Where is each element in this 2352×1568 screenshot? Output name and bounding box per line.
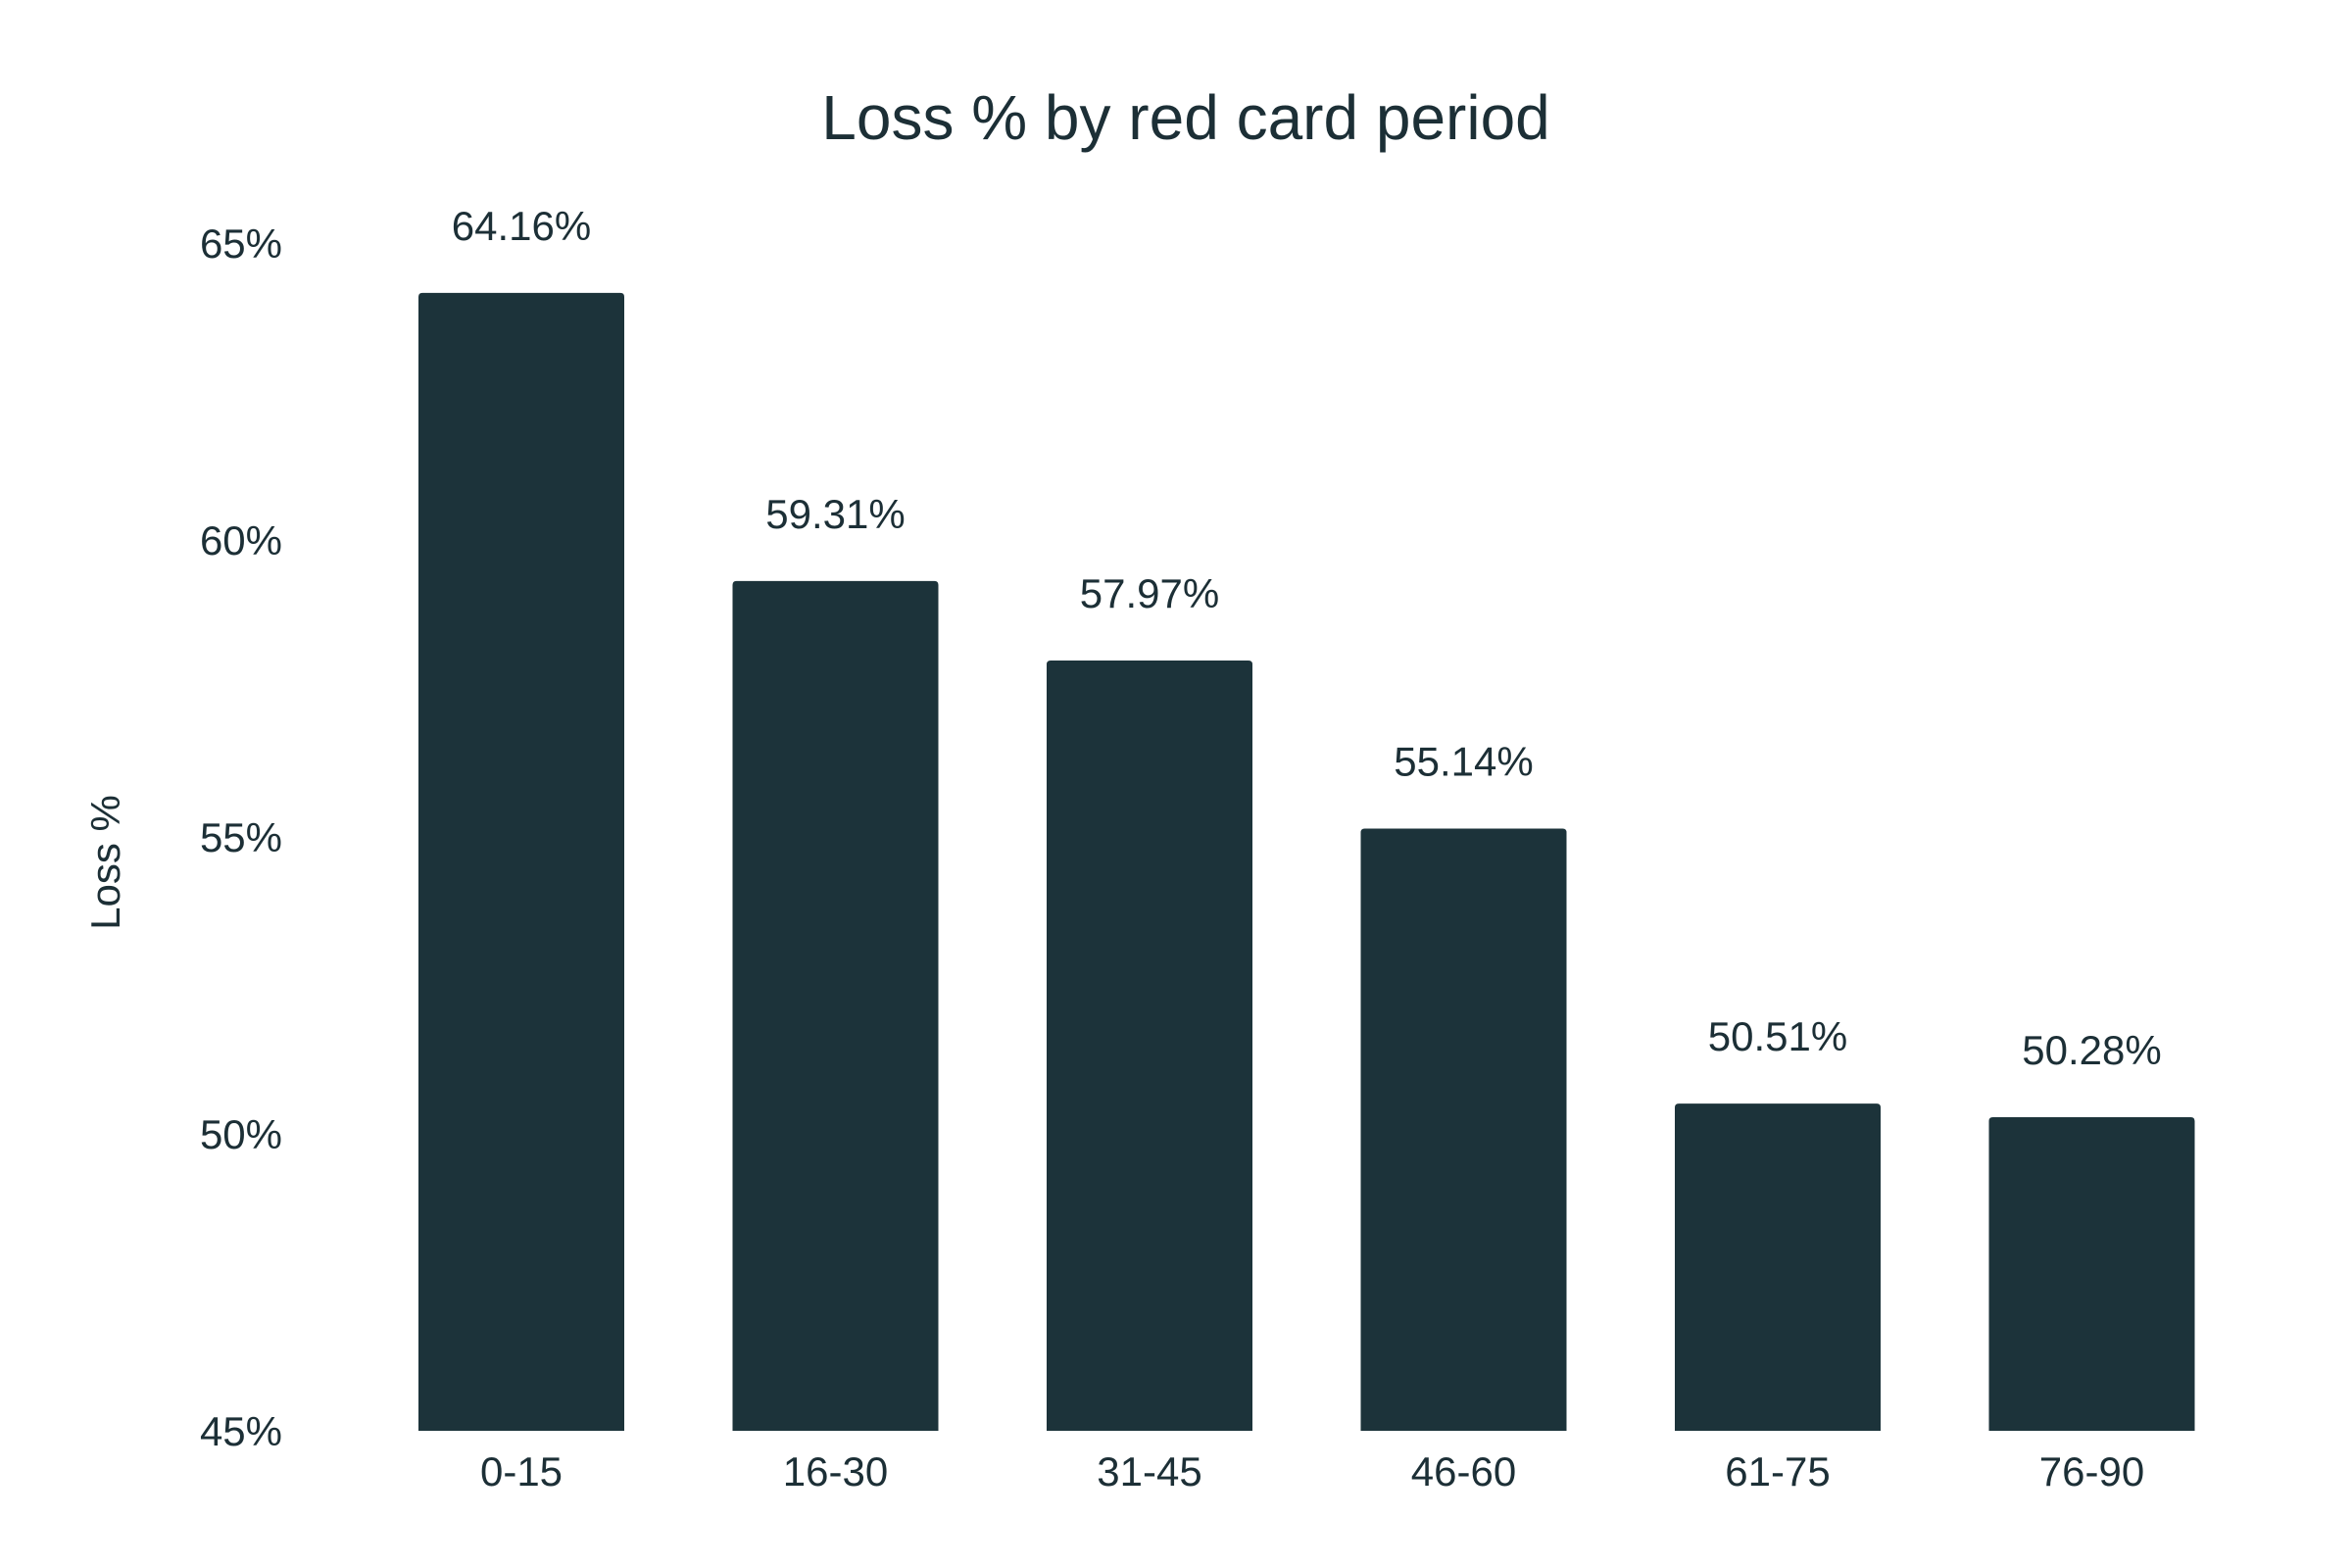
y-tick-label: 65% [200, 220, 282, 267]
y-axis-label: Loss % [82, 795, 128, 930]
x-axis-ticks: 0-15 16-30 31-45 46-60 61-75 76-90 [480, 1448, 2144, 1494]
bar-value-label: 57.97% [1080, 570, 1219, 616]
bar-76-90 [1988, 1117, 2195, 1431]
bar-16-30 [732, 580, 939, 1431]
bar-46-60 [1360, 828, 1567, 1431]
x-tick-label: 76-90 [2039, 1448, 2144, 1494]
bar-value-label: 50.51% [1708, 1013, 1847, 1059]
x-tick-label: 31-45 [1097, 1448, 1201, 1494]
x-tick-label: 0-15 [480, 1448, 563, 1494]
x-tick-label: 61-75 [1725, 1448, 1830, 1494]
x-tick-label: 46-60 [1411, 1448, 1516, 1494]
bar-value-label: 64.16% [452, 203, 591, 249]
bars-group [418, 292, 2195, 1431]
value-labels-group: 64.16% 59.31% 57.97% 55.14% 50.51% 50.28% [452, 203, 2162, 1073]
y-tick-label: 50% [200, 1111, 282, 1157]
bar-61-75 [1675, 1103, 1881, 1431]
bar-0-15 [418, 292, 624, 1431]
bar-31-45 [1047, 661, 1252, 1431]
y-tick-label: 45% [200, 1408, 282, 1454]
x-tick-label: 16-30 [783, 1448, 888, 1494]
bar-value-label: 59.31% [765, 491, 905, 537]
chart-title: Loss % by red card period [821, 82, 1550, 153]
bar-value-label: 55.14% [1394, 739, 1533, 785]
y-tick-label: 60% [200, 517, 282, 564]
bar-value-label: 50.28% [2022, 1027, 2161, 1073]
y-axis-ticks: 45% 50% 55% 60% 65% [200, 220, 282, 1454]
y-tick-label: 55% [200, 814, 282, 860]
